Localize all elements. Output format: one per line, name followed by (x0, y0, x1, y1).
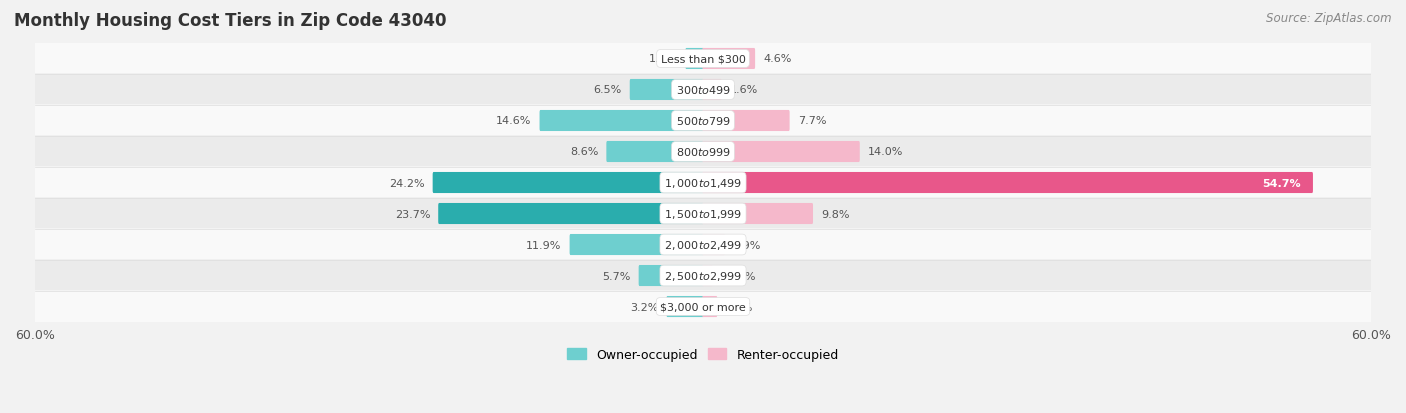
FancyBboxPatch shape (433, 173, 704, 194)
Text: $300 to $499: $300 to $499 (675, 84, 731, 96)
FancyBboxPatch shape (35, 74, 1371, 107)
Text: Source: ZipAtlas.com: Source: ZipAtlas.com (1267, 12, 1392, 25)
Text: 1.9%: 1.9% (733, 240, 762, 250)
Text: 1.5%: 1.5% (650, 55, 678, 64)
Text: 6.5%: 6.5% (593, 85, 621, 95)
FancyBboxPatch shape (702, 142, 860, 163)
FancyBboxPatch shape (702, 204, 813, 225)
FancyBboxPatch shape (702, 296, 717, 317)
FancyBboxPatch shape (35, 167, 1371, 199)
Text: 8.6%: 8.6% (569, 147, 599, 157)
Text: $1,000 to $1,499: $1,000 to $1,499 (664, 177, 742, 190)
FancyBboxPatch shape (439, 204, 704, 225)
Text: 3.2%: 3.2% (630, 302, 658, 312)
Text: 14.6%: 14.6% (496, 116, 531, 126)
Text: $1,500 to $1,999: $1,500 to $1,999 (664, 207, 742, 221)
FancyBboxPatch shape (569, 235, 704, 255)
FancyBboxPatch shape (35, 198, 1371, 230)
Text: 5.7%: 5.7% (602, 271, 631, 281)
Text: $2,500 to $2,999: $2,500 to $2,999 (664, 269, 742, 282)
Text: 1.2%: 1.2% (725, 302, 754, 312)
Text: $2,000 to $2,499: $2,000 to $2,499 (664, 238, 742, 252)
FancyBboxPatch shape (702, 265, 713, 286)
Text: $500 to $799: $500 to $799 (675, 115, 731, 127)
Text: 9.8%: 9.8% (821, 209, 849, 219)
FancyBboxPatch shape (35, 260, 1371, 292)
FancyBboxPatch shape (702, 235, 725, 255)
Text: 54.7%: 54.7% (1263, 178, 1301, 188)
FancyBboxPatch shape (685, 49, 704, 70)
FancyBboxPatch shape (630, 80, 704, 101)
Text: 0.79%: 0.79% (721, 271, 756, 281)
FancyBboxPatch shape (666, 296, 704, 317)
FancyBboxPatch shape (540, 111, 704, 132)
FancyBboxPatch shape (35, 291, 1371, 323)
Text: Less than $300: Less than $300 (661, 55, 745, 64)
Text: 7.7%: 7.7% (797, 116, 827, 126)
Legend: Owner-occupied, Renter-occupied: Owner-occupied, Renter-occupied (562, 343, 844, 366)
Text: 4.6%: 4.6% (763, 55, 792, 64)
FancyBboxPatch shape (606, 142, 704, 163)
Text: 23.7%: 23.7% (395, 209, 430, 219)
Text: 11.9%: 11.9% (526, 240, 561, 250)
Text: 1.6%: 1.6% (730, 85, 758, 95)
FancyBboxPatch shape (35, 229, 1371, 261)
FancyBboxPatch shape (702, 49, 755, 70)
FancyBboxPatch shape (702, 173, 1313, 194)
FancyBboxPatch shape (638, 265, 704, 286)
FancyBboxPatch shape (35, 136, 1371, 168)
Text: 24.2%: 24.2% (389, 178, 425, 188)
Text: 14.0%: 14.0% (868, 147, 903, 157)
FancyBboxPatch shape (702, 80, 721, 101)
Text: $3,000 or more: $3,000 or more (661, 302, 745, 312)
FancyBboxPatch shape (702, 111, 790, 132)
Text: $800 to $999: $800 to $999 (675, 146, 731, 158)
FancyBboxPatch shape (35, 105, 1371, 137)
Text: Monthly Housing Cost Tiers in Zip Code 43040: Monthly Housing Cost Tiers in Zip Code 4… (14, 12, 447, 30)
FancyBboxPatch shape (35, 43, 1371, 76)
